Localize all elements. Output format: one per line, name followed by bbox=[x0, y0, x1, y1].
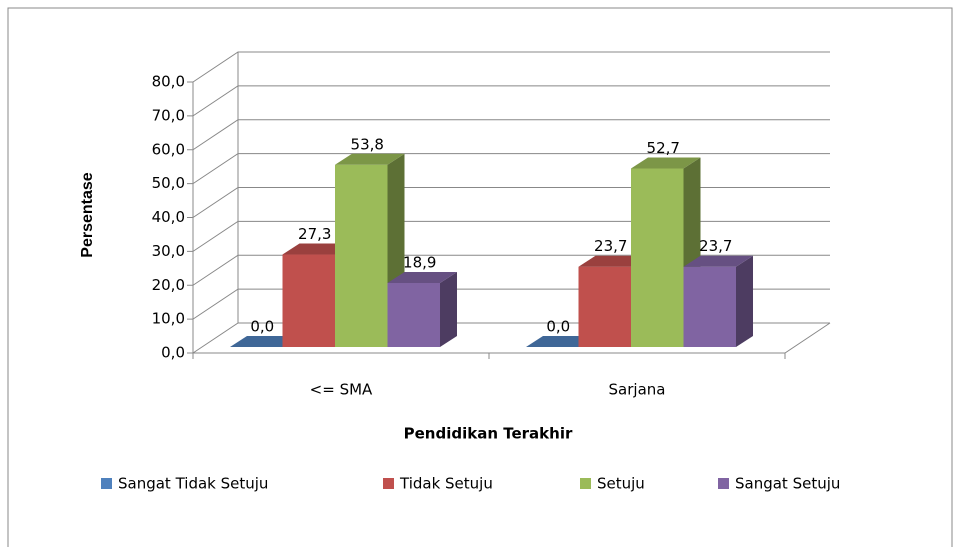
y-tick-label: 30,0 bbox=[152, 242, 185, 260]
y-axis-title: Persentase bbox=[79, 172, 96, 257]
data-label: 0,0 bbox=[250, 318, 274, 336]
legend-swatch bbox=[580, 478, 591, 489]
legend-label: Tidak Setuju bbox=[399, 475, 493, 493]
bar-top bbox=[578, 255, 648, 267]
data-label: 23,7 bbox=[594, 237, 627, 255]
data-label: 18,9 bbox=[403, 253, 436, 271]
data-label: 27,3 bbox=[298, 225, 331, 243]
bar bbox=[578, 266, 631, 347]
legend-swatch bbox=[718, 478, 729, 489]
y-tick-label: 10,0 bbox=[152, 310, 185, 328]
bar-top bbox=[526, 336, 596, 347]
grid-line bbox=[192, 220, 830, 252]
bar-side bbox=[440, 271, 457, 347]
y-tick-label: 20,0 bbox=[152, 276, 185, 294]
y-tick-label: 0,0 bbox=[161, 344, 185, 362]
y-tick-label: 40,0 bbox=[152, 208, 185, 226]
bar-side bbox=[736, 255, 753, 347]
data-label: 52,7 bbox=[647, 139, 680, 157]
bar bbox=[631, 168, 684, 347]
bar bbox=[282, 254, 335, 347]
data-label: 0,0 bbox=[546, 318, 570, 336]
data-label: 23,7 bbox=[699, 237, 732, 255]
x-axis-title: Pendidikan Terakhir bbox=[404, 425, 573, 443]
legend-label: Sangat Tidak Setuju bbox=[118, 475, 268, 493]
legend-label: Sangat Setuju bbox=[735, 475, 840, 493]
bar-top bbox=[282, 243, 352, 255]
y-tick-label: 70,0 bbox=[152, 106, 185, 124]
chart-border bbox=[7, 7, 953, 547]
bar-top bbox=[335, 153, 405, 165]
data-label: 53,8 bbox=[351, 135, 384, 153]
y-tick-label: 50,0 bbox=[152, 174, 185, 192]
x-tick-label: Sarjana bbox=[609, 381, 666, 399]
legend-swatch bbox=[101, 478, 112, 489]
bar bbox=[683, 266, 736, 347]
y-tick-label: 80,0 bbox=[152, 73, 185, 91]
grid-line bbox=[192, 153, 830, 185]
bar bbox=[335, 164, 388, 347]
bar-top bbox=[230, 336, 300, 347]
grid-line bbox=[192, 51, 830, 83]
bar-top bbox=[631, 157, 701, 169]
legend-label: Setuju bbox=[597, 475, 645, 493]
bar-top bbox=[683, 255, 753, 267]
y-tick-label: 60,0 bbox=[152, 140, 185, 158]
grid-line bbox=[192, 85, 830, 117]
grid-line bbox=[192, 119, 830, 151]
bar-top bbox=[387, 271, 457, 283]
bar bbox=[387, 282, 440, 347]
x-tick-label: <= SMA bbox=[310, 381, 373, 399]
grid-line bbox=[192, 187, 830, 218]
legend-swatch bbox=[383, 478, 394, 489]
